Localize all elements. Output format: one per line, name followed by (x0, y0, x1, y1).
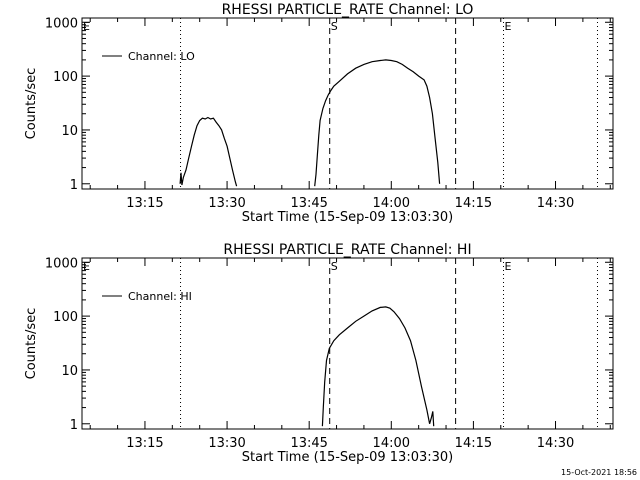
y-tick-label: 1000 (45, 16, 78, 31)
corner-mark: E (83, 20, 90, 33)
chart-panel-lo: RHESSI PARTICLE_RATE Channel: LO 13:15 13:… (24, 2, 614, 225)
x-tick-label: 13:30 (208, 196, 245, 211)
corner-mark: E (83, 260, 90, 273)
x-tick-label: 14:30 (537, 436, 574, 451)
time-marker-label: E (505, 260, 512, 273)
series-line (314, 59, 441, 187)
legend-label: Channel: LO (128, 50, 195, 63)
chart-title: RHESSI PARTICLE_RATE Channel: HI (223, 242, 471, 258)
x-tick-label: 14:15 (455, 196, 492, 211)
series-line (321, 306, 435, 427)
time-marker-label: S (331, 20, 338, 33)
x-tick-label: 14:30 (537, 196, 574, 211)
y-tick-label: 1000 (45, 256, 78, 271)
y-tick-label: 10 (61, 124, 78, 139)
x-tick-label: 13:45 (290, 436, 327, 451)
plot-frame (81, 17, 614, 190)
x-tick-label: 13:45 (290, 196, 327, 211)
y-axis-label: Counts/sec (24, 68, 39, 140)
y-axis-label: Counts/sec (24, 308, 39, 380)
y-tick-label: 100 (53, 70, 78, 85)
chart-title: RHESSI PARTICLE_RATE Channel: LO (222, 2, 474, 18)
time-marker-label: E (505, 20, 512, 33)
x-tick-label: 13:30 (208, 436, 245, 451)
time-marker-label: S (331, 260, 338, 273)
plot-frame (81, 257, 614, 430)
y-tick-label: 1 (70, 178, 78, 193)
x-tick-label: 14:15 (455, 436, 492, 451)
x-axis-label: Start Time (15-Sep-09 13:03:30) (242, 450, 453, 465)
x-tick-label: 13:15 (126, 436, 163, 451)
legend-label: Channel: HI (128, 290, 192, 303)
footer-timestamp: 15-Oct-2021 18:56 (561, 468, 637, 477)
y-tick-label: 100 (53, 310, 78, 325)
y-tick-label: 1 (70, 418, 78, 433)
series-line (179, 116, 238, 187)
x-tick-label: 14:00 (373, 436, 410, 451)
x-tick-label: 14:00 (373, 196, 410, 211)
chart-panel-hi: RHESSI PARTICLE_RATE Channel: HI 13:15 13:… (24, 242, 614, 465)
x-tick-label: 13:15 (126, 196, 163, 211)
x-axis-label: Start Time (15-Sep-09 13:03:30) (242, 210, 453, 225)
y-tick-label: 10 (61, 364, 78, 379)
